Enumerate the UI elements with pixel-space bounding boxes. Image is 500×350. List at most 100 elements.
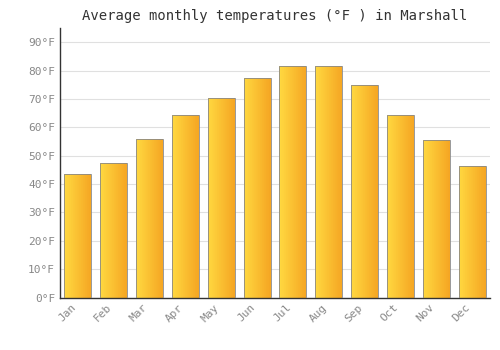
Bar [267, 78, 268, 298]
Bar [90, 174, 92, 298]
Bar [439, 140, 440, 298]
Bar [298, 66, 299, 298]
Bar [473, 166, 474, 298]
Bar [304, 66, 305, 298]
Bar [67, 174, 68, 298]
Bar [436, 140, 437, 298]
Bar [122, 163, 123, 298]
Bar [212, 98, 213, 298]
Bar [425, 140, 426, 298]
Bar [448, 140, 449, 298]
Bar [266, 78, 267, 298]
Bar [362, 85, 363, 298]
Bar [286, 66, 287, 298]
Bar [472, 166, 473, 298]
Bar [302, 66, 303, 298]
Bar [136, 139, 163, 298]
Bar [184, 114, 186, 297]
Bar [403, 114, 404, 297]
Bar [250, 78, 251, 298]
Bar [449, 140, 450, 298]
Bar [430, 140, 431, 298]
Bar [389, 114, 390, 297]
Bar [484, 166, 485, 298]
Bar [260, 78, 261, 298]
Bar [407, 114, 408, 297]
Bar [126, 163, 127, 298]
Bar [119, 163, 120, 298]
Bar [424, 140, 425, 298]
Bar [158, 139, 159, 298]
Bar [219, 98, 220, 298]
Bar [397, 114, 398, 297]
Bar [301, 66, 302, 298]
Bar [292, 66, 293, 298]
Bar [434, 140, 435, 298]
Bar [361, 85, 362, 298]
Bar [192, 114, 193, 297]
Bar [402, 114, 403, 297]
Bar [363, 85, 364, 298]
Bar [143, 139, 144, 298]
Bar [213, 98, 214, 298]
Bar [324, 66, 326, 298]
Bar [153, 139, 154, 298]
Bar [195, 114, 196, 297]
Bar [210, 98, 211, 298]
Bar [160, 139, 161, 298]
Bar [287, 66, 288, 298]
Bar [303, 66, 304, 298]
Bar [257, 78, 258, 298]
Bar [156, 139, 157, 298]
Bar [109, 163, 110, 298]
Bar [172, 114, 174, 297]
Bar [478, 166, 479, 298]
Bar [248, 78, 249, 298]
Bar [232, 98, 234, 298]
Bar [405, 114, 406, 297]
Bar [426, 140, 427, 298]
Bar [387, 114, 414, 297]
Bar [295, 66, 296, 298]
Bar [400, 114, 401, 297]
Bar [433, 140, 434, 298]
Bar [392, 114, 393, 297]
Bar [265, 78, 266, 298]
Bar [86, 174, 88, 298]
Bar [408, 114, 409, 297]
Bar [187, 114, 188, 297]
Bar [247, 78, 248, 298]
Bar [477, 166, 478, 298]
Bar [226, 98, 228, 298]
Bar [100, 163, 127, 298]
Bar [316, 66, 342, 298]
Bar [445, 140, 446, 298]
Bar [458, 166, 485, 298]
Bar [190, 114, 191, 297]
Bar [208, 98, 209, 298]
Bar [118, 163, 119, 298]
Bar [432, 140, 433, 298]
Bar [479, 166, 480, 298]
Bar [268, 78, 269, 298]
Bar [475, 166, 476, 298]
Bar [209, 98, 210, 298]
Bar [249, 78, 250, 298]
Bar [305, 66, 306, 298]
Bar [299, 66, 300, 298]
Bar [155, 139, 156, 298]
Bar [230, 98, 232, 298]
Bar [391, 114, 392, 297]
Bar [259, 78, 260, 298]
Bar [334, 66, 335, 298]
Bar [107, 163, 108, 298]
Bar [115, 163, 116, 298]
Bar [410, 114, 411, 297]
Bar [395, 114, 396, 297]
Bar [330, 66, 331, 298]
Bar [215, 98, 216, 298]
Bar [88, 174, 90, 298]
Bar [376, 85, 378, 298]
Bar [481, 166, 482, 298]
Bar [252, 78, 253, 298]
